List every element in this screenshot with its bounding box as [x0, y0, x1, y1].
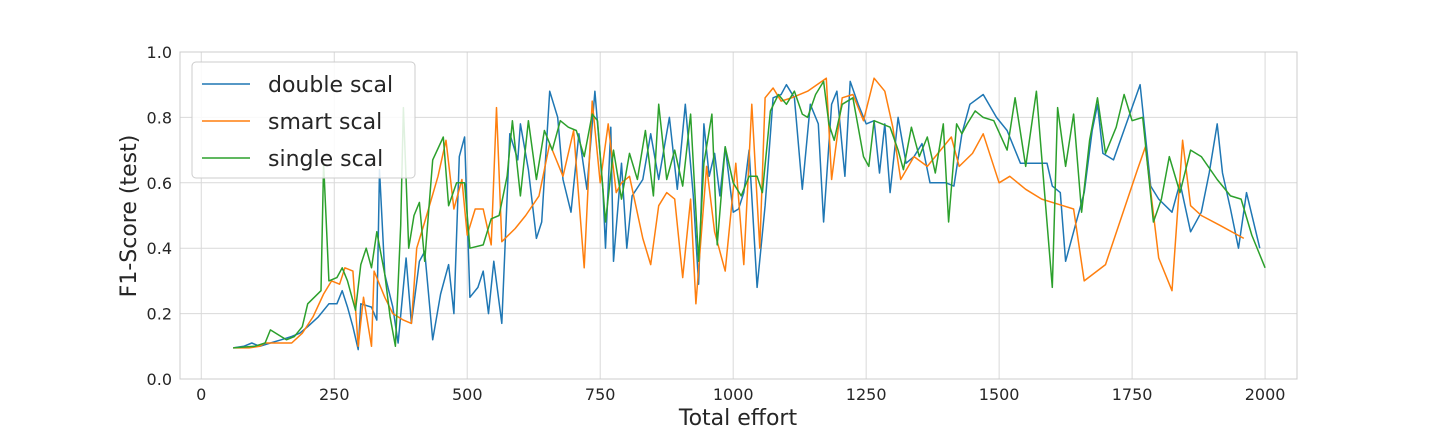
- y-tick-label: 1.0: [147, 43, 172, 62]
- x-tick-label: 2000: [1245, 385, 1286, 404]
- series-lines: [233, 77, 1266, 351]
- series-line-single-scal: [233, 80, 1266, 349]
- x-tick-label: 750: [585, 385, 616, 404]
- x-tick-label: 1500: [979, 385, 1020, 404]
- x-axis-label: Total effort: [678, 406, 798, 431]
- legend-label: smart scal: [268, 110, 382, 135]
- y-tick-label: 0.4: [147, 239, 172, 258]
- y-tick-label: 0.0: [147, 370, 172, 389]
- y-tick-label: 0.2: [147, 305, 172, 324]
- x-tick-label: 250: [319, 385, 350, 404]
- legend-box: [191, 61, 416, 179]
- legend-label: single scal: [268, 147, 383, 172]
- y-axis-ticks: 0.0 0.2 0.4 0.6 0.8 1.0: [147, 43, 172, 389]
- y-axis-label: F1-Score (test): [117, 135, 142, 298]
- y-tick-label: 0.6: [147, 174, 172, 193]
- x-tick-label: 1250: [846, 385, 887, 404]
- series-line-smart-scal: [233, 77, 1245, 349]
- plot-area: [179, 51, 1298, 380]
- series-line-double-scal: [233, 80, 1261, 351]
- x-tick-label: 0: [196, 385, 206, 404]
- y-tick-label: 0.8: [147, 108, 172, 127]
- legend: double scal smart scal single scal: [191, 61, 416, 179]
- plot-frame: [179, 51, 1298, 380]
- legend-label: double scal: [268, 73, 393, 98]
- x-tick-label: 1750: [1112, 385, 1153, 404]
- x-axis-ticks: 0 250 500 750 1000 1250 1500 1750 2000: [196, 385, 1285, 404]
- x-tick-label: 500: [452, 385, 483, 404]
- x-tick-label: 1000: [713, 385, 754, 404]
